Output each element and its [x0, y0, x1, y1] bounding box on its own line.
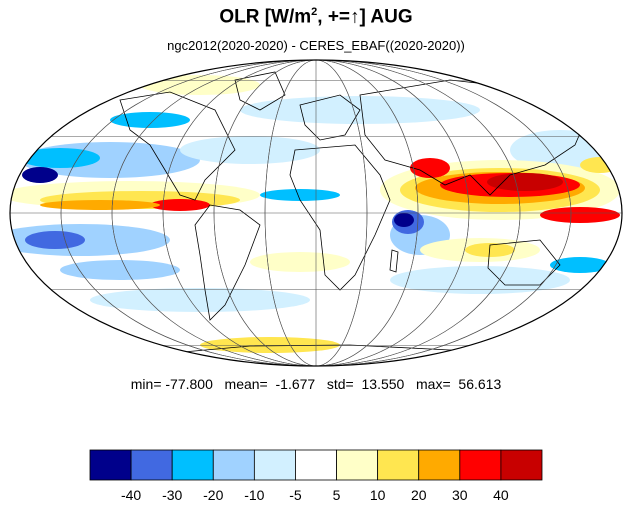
colorbar-swatch — [171, 449, 214, 481]
anomaly-region — [22, 167, 58, 183]
anomaly-region — [394, 213, 414, 227]
coastline-greenland — [234, 71, 286, 111]
title-text-tail: ] AUG — [359, 6, 413, 28]
anomaly-region — [410, 158, 450, 178]
colorbar-tick-label: -5 — [289, 487, 302, 503]
statistics-line: min= -77.800 mean= -1.677 std= 13.550 ma… — [130, 376, 502, 392]
coastline-south-america — [194, 204, 261, 321]
colorbar-swatch — [212, 449, 255, 481]
anomaly-region — [180, 136, 320, 164]
anomaly-region — [25, 231, 85, 249]
coastline-madagascar — [389, 249, 399, 273]
colorbar-swatch — [89, 449, 132, 481]
anomaly-region — [140, 75, 260, 95]
title-text-suffix: , += — [317, 6, 351, 28]
colorbar-swatch — [253, 449, 296, 481]
graticule — [10, 60, 622, 366]
title-text-prefix: OLR [W/m — [219, 6, 312, 28]
colorbar-tick-label: 20 — [411, 487, 427, 503]
anomaly-region — [390, 266, 570, 294]
colorbar-swatch — [500, 449, 543, 481]
plot-title: OLR [W/m2, +=↑] AUG — [0, 6, 632, 28]
colorbar-tick-label: -10 — [244, 487, 264, 503]
colorbar-tick-label: -30 — [162, 487, 182, 503]
up-arrow-icon: ↑ — [350, 6, 360, 28]
anomaly-region — [150, 199, 210, 211]
coastline-europe — [299, 94, 361, 141]
colorbar-tick-label: 30 — [452, 487, 468, 503]
anomaly-region — [260, 189, 340, 201]
colorbar-swatch — [130, 449, 173, 481]
globe-outline — [9, 59, 623, 367]
anomaly-region — [540, 207, 620, 223]
anomaly-region — [250, 252, 350, 272]
colorbar-swatch — [377, 449, 420, 481]
colorbar-tick-label: 5 — [333, 487, 341, 503]
plot-subtitle: ngc2012(2020-2020) - CERES_EBAF((2020-20… — [167, 38, 465, 53]
anomaly-region — [465, 243, 515, 257]
colorbar-tick-label: -40 — [121, 487, 141, 503]
anomaly-region — [580, 157, 620, 173]
anomaly-region — [200, 337, 340, 353]
anomaly-region — [20, 148, 100, 168]
colorbar-swatch — [336, 449, 379, 481]
colorbar-swatch — [295, 449, 337, 481]
anomaly-region — [110, 112, 190, 128]
colorbar: -40 -30 -20 -10 -5 5 10 20 30 40 — [89, 449, 543, 503]
colorbar-swatch — [418, 449, 461, 481]
colorbar-tick-label: -20 — [203, 487, 223, 503]
anomaly-region — [60, 260, 180, 280]
anomaly-region — [40, 200, 160, 210]
colorbar-swatch — [459, 449, 502, 481]
coastline-australia — [487, 239, 561, 286]
anomaly-region — [487, 173, 563, 191]
colorbar-tick-label: 40 — [493, 487, 509, 503]
coastline-africa — [289, 144, 391, 291]
anomaly-region — [550, 257, 610, 273]
colorbar-tick-label: 10 — [370, 487, 386, 503]
anomaly-region — [90, 288, 310, 312]
coastline-north-america — [119, 91, 236, 201]
title-superscript: 2 — [311, 6, 318, 18]
map-field — [10, 60, 622, 366]
